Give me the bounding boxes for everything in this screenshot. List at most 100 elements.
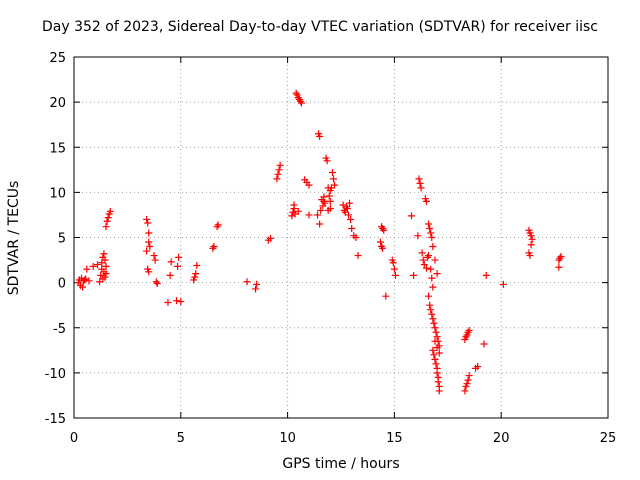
data-point xyxy=(527,232,535,240)
data-point xyxy=(331,181,339,189)
data-point xyxy=(425,252,433,260)
x-tick-label: 20 xyxy=(493,431,510,446)
data-point xyxy=(316,132,324,140)
data-point xyxy=(101,273,109,281)
data-point xyxy=(431,355,439,363)
tick-labels: 0 5 10 15 20 25 -15 -10 -5 0 5 10 15 20 25 xyxy=(45,51,617,446)
data-point xyxy=(555,263,563,271)
data-point xyxy=(273,175,281,183)
data-point xyxy=(145,238,153,246)
data-point xyxy=(173,297,181,305)
data-point xyxy=(81,276,89,284)
plot-border xyxy=(73,56,609,419)
data-point xyxy=(243,278,251,286)
data-point xyxy=(145,229,153,237)
data-point xyxy=(433,369,441,377)
data-point xyxy=(417,184,425,192)
data-point xyxy=(433,270,441,278)
data-point xyxy=(93,261,101,269)
data-point xyxy=(145,268,153,276)
data-point xyxy=(431,337,439,345)
data-point xyxy=(407,212,415,220)
y-tick-label: -5 xyxy=(53,322,66,337)
data-point xyxy=(434,378,442,386)
y-tick-label: 25 xyxy=(49,51,66,66)
data-point xyxy=(191,273,199,281)
data-point xyxy=(274,170,282,178)
data-point xyxy=(431,324,439,332)
data-point xyxy=(429,283,437,291)
data-point xyxy=(267,234,275,242)
data-point xyxy=(556,254,564,262)
y-tick-label: -10 xyxy=(45,367,66,382)
data-point xyxy=(429,243,437,251)
data-point xyxy=(416,179,424,187)
data-point xyxy=(422,264,430,272)
x-tick-label: 0 xyxy=(70,431,78,446)
data-point xyxy=(100,250,108,258)
data-point xyxy=(354,252,362,260)
data-point xyxy=(290,201,298,209)
data-point xyxy=(83,265,91,273)
data-point xyxy=(480,340,488,348)
y-tick-label: 5 xyxy=(58,232,66,247)
data-point xyxy=(426,224,434,232)
data-point xyxy=(463,380,471,388)
x-tick-label: 25 xyxy=(600,431,617,446)
data-point xyxy=(557,252,565,260)
data-point xyxy=(101,256,109,264)
data-point xyxy=(330,175,338,183)
data-point xyxy=(174,262,182,270)
data-point xyxy=(527,241,535,249)
data-point xyxy=(428,310,436,318)
data-point xyxy=(213,223,221,231)
data-point xyxy=(377,238,385,246)
data-point xyxy=(380,226,388,234)
data-point xyxy=(102,262,110,270)
data-point xyxy=(276,161,284,169)
data-point xyxy=(433,344,441,352)
data-point xyxy=(465,326,473,334)
data-points xyxy=(74,89,565,395)
data-point xyxy=(414,232,422,240)
data-point xyxy=(429,315,437,323)
data-point xyxy=(167,258,175,266)
data-point xyxy=(79,283,87,291)
data-point xyxy=(430,351,438,359)
data-point xyxy=(390,265,398,273)
data-point xyxy=(427,229,435,237)
data-point xyxy=(288,212,296,220)
data-point xyxy=(343,205,351,213)
data-point xyxy=(85,277,93,285)
data-point xyxy=(146,243,154,251)
data-point xyxy=(415,175,423,183)
data-point xyxy=(104,214,112,222)
data-point xyxy=(429,346,437,354)
data-point xyxy=(316,220,324,228)
data-point xyxy=(430,319,438,327)
data-point xyxy=(325,192,333,200)
data-point xyxy=(89,262,97,270)
data-point xyxy=(193,261,201,269)
y-tick-label: 20 xyxy=(49,96,66,111)
data-point xyxy=(461,387,469,395)
data-point xyxy=(346,199,354,207)
data-point xyxy=(143,215,151,223)
x-axis-label: GPS time / hours xyxy=(282,456,400,472)
x-tick-label: 10 xyxy=(279,431,296,446)
data-point xyxy=(465,372,473,380)
data-point xyxy=(391,271,399,279)
chart-title: Day 352 of 2023, Sidereal Day-to-day VTE… xyxy=(42,19,598,35)
data-point xyxy=(166,271,174,279)
data-point xyxy=(418,249,426,257)
data-point xyxy=(297,99,305,107)
y-tick-label: -15 xyxy=(45,412,66,427)
data-point xyxy=(428,234,436,241)
y-axis-label: SDTVAR / TECUs xyxy=(6,180,22,296)
data-point xyxy=(151,256,159,264)
data-point xyxy=(379,244,387,252)
data-point xyxy=(379,224,387,232)
data-point xyxy=(150,252,158,260)
data-point xyxy=(106,207,114,215)
